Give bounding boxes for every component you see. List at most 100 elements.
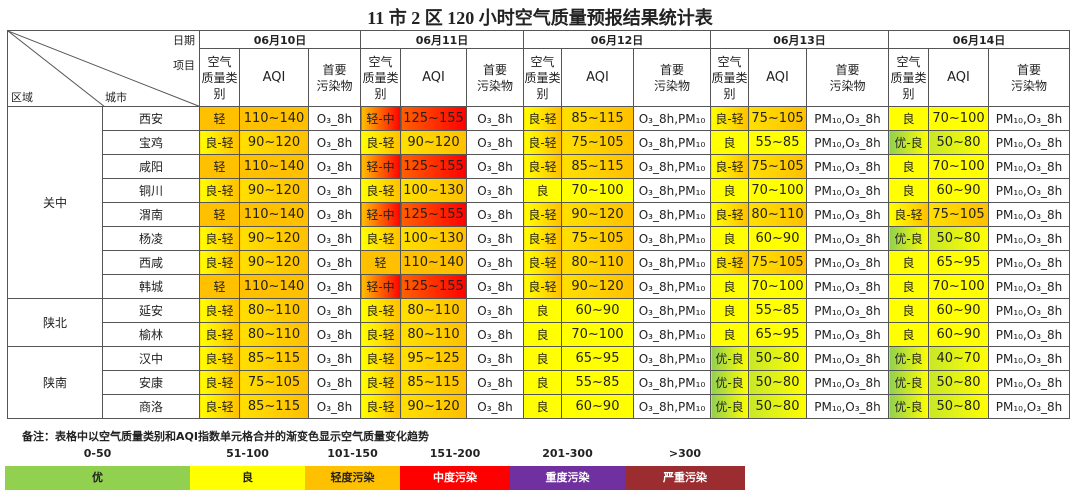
column-header: 首要 污染物: [988, 48, 1070, 107]
category-cell: 良-轻: [710, 202, 749, 227]
aqi-cell: 60~90: [561, 394, 634, 419]
category-cell: 良-轻: [523, 130, 562, 155]
aqi-cell: 125~155: [400, 274, 467, 299]
aqi-cell: 75~105: [561, 130, 634, 155]
category-cell: 良: [710, 322, 749, 347]
category-cell: 良: [888, 322, 929, 347]
column-header: AQI: [561, 48, 634, 107]
pollutant-cell: PM₁₀,O₃_8h: [988, 298, 1070, 323]
category-cell: 轻: [199, 202, 240, 227]
pollutant-cell: O₃_8h: [466, 322, 524, 347]
aqi-cell: 70~100: [561, 322, 634, 347]
pollutant-cell: PM₁₀,O₃_8h: [988, 106, 1070, 131]
pollutant-cell: PM₁₀,O₃_8h: [806, 346, 889, 371]
category-cell: 轻-中: [360, 154, 401, 179]
category-cell: 良-轻: [360, 370, 401, 395]
pollutant-cell: PM₁₀,O₃_8h: [806, 370, 889, 395]
legend-level: 优: [5, 466, 190, 490]
pollutant-cell: O₃_8h: [308, 394, 361, 419]
column-header: AQI: [400, 48, 467, 107]
pollutant-cell: PM₁₀,O₃_8h: [806, 394, 889, 419]
city-row: 关中 西安轻 110~140 O₃_8h 轻-中 125~155 O₃_8h 良-轻 85~11…: [7, 106, 1070, 299]
aqi-cell: 90~120: [239, 250, 309, 275]
category-cell: 良-轻: [360, 130, 401, 155]
pollutant-cell: O₃_8h,PM₁₀: [633, 322, 711, 347]
table-body: 日期 项目 区域 城市 06月10日 06月11日 06月12日 06月13日 06月14日 空气…: [7, 30, 1070, 419]
city-row: 渭南轻 110~140 O₃_8h 轻-中 125~155 O₃_8h 良-轻 90~120 O…: [8, 202, 1070, 227]
aqi-cell: 50~80: [748, 346, 807, 371]
pollutant-cell: O₃_8h: [308, 178, 361, 203]
city-row: 安康 良-轻 75~105 O₃_8h 良-轻 85~115 O₃_8h 良 55~85 O₃_8…: [8, 370, 1070, 395]
note: 备注：表格中以空气质量类别和AQI指数单元格合并的渐变色显示空气质量变化趋势: [22, 430, 429, 443]
aqi-cell: 60~90: [928, 298, 989, 323]
corner-diagonals: [8, 31, 199, 106]
aqi-cell: 60~90: [748, 226, 807, 251]
category-cell: 良: [888, 106, 929, 131]
category-cell: 优-良: [888, 226, 929, 251]
region-cell: 陕北: [7, 298, 103, 347]
pollutant-cell: PM₁₀,O₃_8h: [988, 226, 1070, 251]
column-header: 首要 污染物: [633, 48, 711, 107]
aqi-cell: 40~70: [928, 346, 989, 371]
pollutant-cell: O₃_8h,PM₁₀: [633, 250, 711, 275]
pollutant-cell: O₃_8h: [466, 370, 524, 395]
pollutant-cell: PM₁₀,O₃_8h: [806, 130, 889, 155]
aqi-cell: 85~115: [561, 154, 634, 179]
column-header: 首要 污染物: [308, 48, 361, 107]
category-cell: 良: [523, 346, 562, 371]
city-row: 咸阳轻 110~140 O₃_8h 轻-中 125~155 O₃_8h 良-轻 85~115 O…: [8, 154, 1070, 179]
pollutant-cell: PM₁₀,O₃_8h: [806, 298, 889, 323]
city-cell: 铜川: [102, 178, 200, 203]
pollutant-cell: O₃_8h,PM₁₀: [633, 130, 711, 155]
category-cell: 良: [888, 154, 929, 179]
pollutant-cell: O₃_8h: [308, 226, 361, 251]
category-cell: 良-轻: [360, 226, 401, 251]
category-cell: 轻-中: [360, 274, 401, 299]
aqi-cell: 90~120: [400, 394, 467, 419]
category-cell: 良: [523, 322, 562, 347]
pollutant-cell: PM₁₀,O₃_8h: [806, 178, 889, 203]
city-row: 杨凌 良-轻 90~120 O₃_8h 良-轻 100~130 O₃_8h 良-轻 75~105…: [8, 226, 1070, 251]
date-header: 06月14日: [888, 30, 1070, 49]
category-cell: 良: [710, 298, 749, 323]
pollutant-cell: PM₁₀,O₃_8h: [988, 154, 1070, 179]
aqi-cell: 125~155: [400, 202, 467, 227]
pollutant-cell: PM₁₀,O₃_8h: [806, 250, 889, 275]
pollutant-cell: O₃_8h,PM₁₀: [633, 274, 711, 299]
aqi-cell: 125~155: [400, 106, 467, 131]
aqi-cell: 90~120: [239, 130, 309, 155]
aqi-cell: 50~80: [928, 130, 989, 155]
aqi-cell: 70~100: [928, 106, 989, 131]
legend-range: 101-150: [327, 447, 378, 460]
city-row: 商洛 良-轻 85~115 O₃_8h 良-轻 90~120 O₃_8h 良 60~90 O₃_8…: [8, 394, 1070, 419]
legend-levels: 优良轻度污染 中度污染 重度污染 严重污染: [5, 466, 745, 490]
category-cell: 良-轻: [199, 322, 240, 347]
aqi-cell: 75~105: [748, 154, 807, 179]
pollutant-cell: O₃_8h,PM₁₀: [633, 178, 711, 203]
column-header: AQI: [239, 48, 309, 107]
pollutant-cell: O₃_8h,PM₁₀: [633, 202, 711, 227]
city-cell: 韩城: [102, 274, 200, 299]
pollutant-cell: O₃_8h: [466, 274, 524, 299]
category-cell: 良: [523, 178, 562, 203]
pollutant-cell: O₃_8h: [466, 178, 524, 203]
aqi-cell: 90~120: [239, 178, 309, 203]
column-header: 首要 污染物: [466, 48, 524, 107]
category-cell: 良-轻: [710, 154, 749, 179]
legend-level: 轻度污染: [305, 466, 400, 490]
pollutant-cell: O₃_8h: [308, 250, 361, 275]
aqi-cell: 60~90: [928, 322, 989, 347]
pollutant-cell: O₃_8h: [308, 202, 361, 227]
aqi-cell: 50~80: [748, 370, 807, 395]
aqi-cell: 75~105: [748, 250, 807, 275]
pollutant-cell: O₃_8h: [466, 298, 524, 323]
pollutant-cell: PM₁₀,O₃_8h: [988, 370, 1070, 395]
category-cell: 轻: [199, 106, 240, 131]
category-cell: 良-轻: [523, 250, 562, 275]
pollutant-cell: O₃_8h: [466, 130, 524, 155]
category-cell: 良: [888, 274, 929, 299]
legend-level: 重度污染: [510, 466, 625, 490]
category-cell: 良: [710, 226, 749, 251]
category-cell: 良-轻: [523, 226, 562, 251]
date-header: 06月10日: [199, 30, 361, 49]
